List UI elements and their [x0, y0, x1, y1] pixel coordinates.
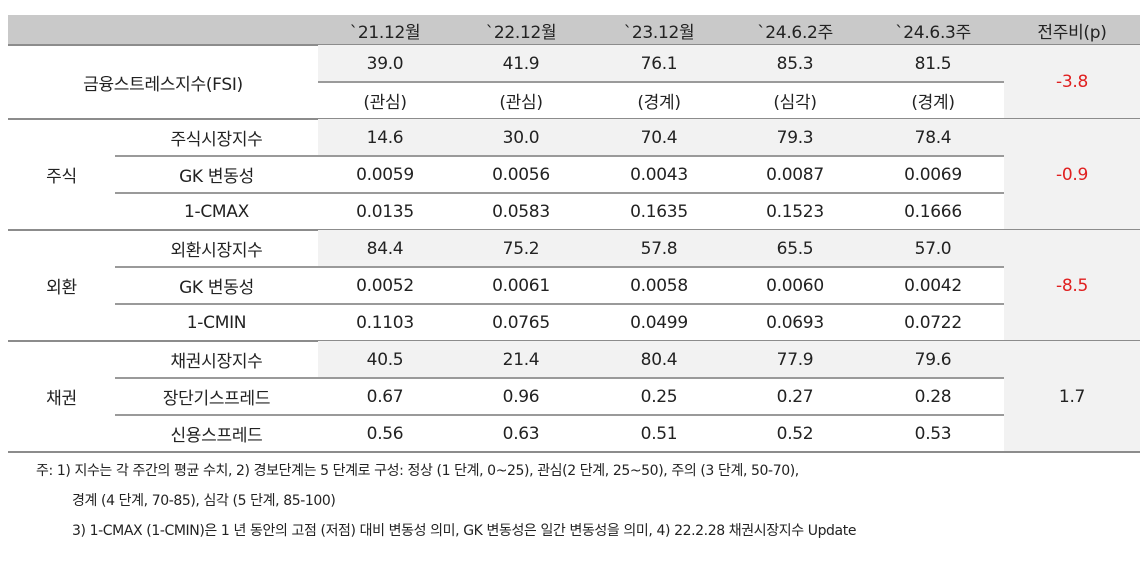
table-cell: 0.1523 [766, 201, 824, 222]
column-header: `24.6.3주 [895, 22, 971, 43]
group-label: 채권 [46, 389, 77, 409]
fsi-label: 금융스트레스지수(FSI) [83, 74, 243, 95]
divider [115, 414, 1004, 416]
table-cell: 0.25 [640, 386, 678, 407]
divider [115, 303, 1004, 305]
divider [115, 377, 1004, 379]
row-label: 1-CMAX [184, 201, 249, 222]
divider [8, 451, 1140, 453]
row-label: 채권시장지수 [170, 352, 263, 372]
table-cell: 0.56 [366, 423, 404, 444]
table-cell: 0.0043 [630, 164, 688, 185]
table-cell: 14.6 [318, 119, 452, 156]
table-cell: 75.2 [452, 230, 590, 267]
table-cell: 30.0 [452, 119, 590, 156]
divider [115, 155, 1004, 157]
header-row: `21.12월 `22.12월 `23.12월 `24.6.2주 `24.6.3주 전주비… [8, 15, 1140, 45]
column-header: `23.12월 [623, 22, 695, 43]
fsi-table: `21.12월 `22.12월 `23.12월 `24.6.2주 `24.6.3주 전주비… [8, 15, 1140, 453]
table-cell: 0.0722 [904, 312, 962, 333]
table-cell: 40.5 [318, 341, 452, 378]
fsi-change: -3.8 [1004, 45, 1140, 119]
table-cell: 0.63 [502, 423, 540, 444]
row-label: 주식시장지수 [170, 130, 263, 150]
group-label: 외환 [46, 278, 77, 298]
table-cell: 84.4 [318, 230, 452, 267]
table-cell: 0.0042 [904, 275, 962, 296]
table-cell: 57.8 [590, 230, 728, 267]
group-change: 1.7 [1004, 341, 1140, 452]
fsi-level: (경계) [911, 93, 955, 113]
fsi-value: 81.5 [862, 45, 1004, 82]
table-cell: 0.0058 [630, 275, 688, 296]
table-cell: 65.5 [728, 230, 862, 267]
table-cell: 77.9 [728, 341, 862, 378]
table-cell: 57.0 [862, 230, 1004, 267]
table-cell: 0.0583 [492, 201, 550, 222]
footnotes: 주: 1) 지수는 각 주간의 평균 수치, 2) 경보단계는 5 단계로 구성… [36, 456, 856, 546]
fsi-value: 39.0 [318, 45, 452, 82]
group-change: -0.9 [1004, 119, 1140, 230]
table-cell: 0.28 [914, 386, 952, 407]
table-cell: 0.0499 [630, 312, 688, 333]
fsi-level: (경계) [637, 93, 681, 113]
table-cell: 0.0069 [904, 164, 962, 185]
fsi-value: 41.9 [452, 45, 590, 82]
row-label: 신용스프레드 [170, 426, 263, 446]
fsi-level: (관심) [499, 93, 543, 113]
footnote-line: 3) 1-CMAX (1-CMIN)은 1 년 동안의 고점 (저점) 대비 변… [72, 523, 857, 539]
table-cell: 0.0059 [356, 164, 414, 185]
row-label: 1-CMIN [186, 312, 247, 333]
table-cell: 0.0060 [766, 275, 824, 296]
table-cell: 21.4 [452, 341, 590, 378]
table-cell: 0.96 [502, 386, 540, 407]
fsi-value: 76.1 [590, 45, 728, 82]
divider [115, 192, 1004, 194]
table-cell: 0.27 [776, 386, 814, 407]
table-cell: 0.0052 [356, 275, 414, 296]
divider [318, 81, 1004, 83]
column-header: `22.12월 [485, 22, 557, 43]
column-header: `21.12월 [349, 22, 421, 43]
table-cell: 0.0056 [492, 164, 550, 185]
table-cell: 80.4 [590, 341, 728, 378]
table-cell: 0.1635 [630, 201, 688, 222]
divider [115, 266, 1004, 268]
table-cell: 78.4 [862, 119, 1004, 156]
table-cell: 0.0765 [492, 312, 550, 333]
row-label: GK 변동성 [179, 278, 254, 298]
table-cell: 0.67 [366, 386, 404, 407]
row-label: 장단기스프레드 [162, 389, 271, 409]
fsi-value: 85.3 [728, 45, 862, 82]
fsi-level: (관심) [363, 93, 407, 113]
table-cell: 0.51 [640, 423, 678, 444]
table-cell: 0.1666 [904, 201, 962, 222]
table-cell: 0.0087 [766, 164, 824, 185]
footnote-line: 경계 (4 단계, 70-85), 심각 (5 단계, 85-100) [72, 493, 336, 509]
table-cell: 0.0135 [356, 201, 414, 222]
table-cell: 79.3 [728, 119, 862, 156]
column-header: `24.6.2주 [757, 22, 833, 43]
row-label: GK 변동성 [179, 167, 254, 187]
footnote-line: 주: 1) 지수는 각 주간의 평균 수치, 2) 경보단계는 5 단계로 구성… [36, 463, 799, 479]
group-label: 주식 [46, 167, 77, 187]
table-cell: 0.53 [914, 423, 952, 444]
table-cell: 70.4 [590, 119, 728, 156]
row-label: 외환시장지수 [170, 241, 263, 261]
fsi-level: (심각) [773, 93, 817, 113]
table-cell: 0.0061 [492, 275, 550, 296]
table-cell: 0.0693 [766, 312, 824, 333]
table-cell: 79.6 [862, 341, 1004, 378]
column-header: 전주비(p) [1037, 22, 1107, 43]
table-cell: 0.1103 [356, 312, 414, 333]
table-cell: 0.52 [776, 423, 814, 444]
group-change: -8.5 [1004, 230, 1140, 341]
